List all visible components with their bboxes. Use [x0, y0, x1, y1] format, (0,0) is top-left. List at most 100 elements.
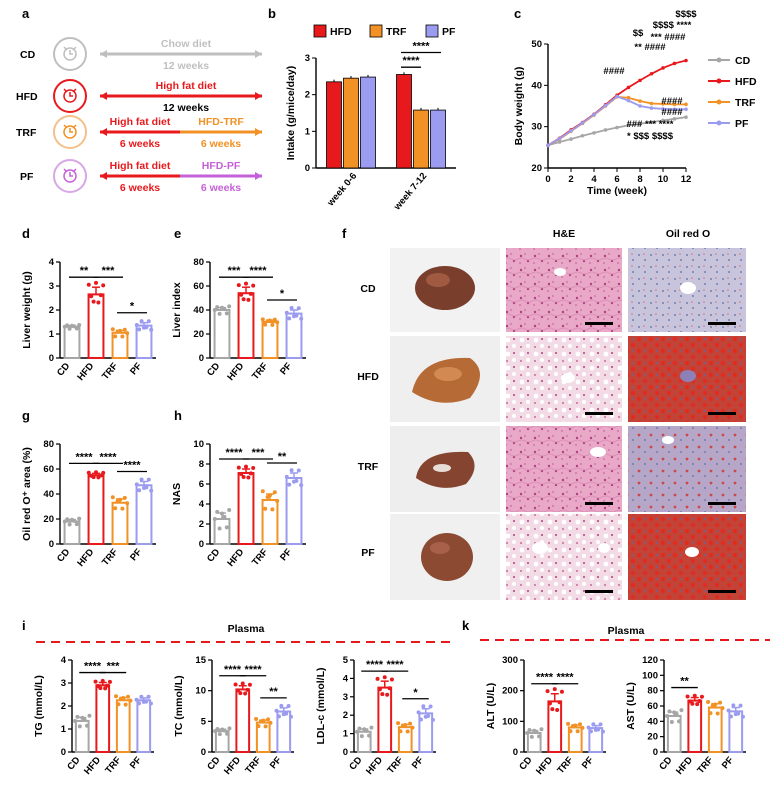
data-point [241, 475, 246, 480]
data-point [284, 310, 289, 315]
data-point [98, 473, 103, 478]
y-tick-label: 40 [647, 716, 658, 727]
data-point [98, 686, 103, 691]
y-tick-label: 8 [199, 459, 204, 470]
data-point [367, 733, 372, 738]
series-point [672, 61, 677, 66]
data-point [144, 325, 149, 330]
data-point [416, 710, 421, 715]
sig-label: ** [80, 265, 89, 277]
legend-marker [716, 120, 722, 126]
y-tick-label: 6 [199, 479, 204, 490]
y-tick-label: 5 [201, 716, 207, 727]
annotation: #### [661, 96, 683, 107]
data-point [224, 525, 229, 530]
data-point [139, 319, 144, 324]
data-point [74, 522, 79, 527]
data-point [113, 334, 118, 339]
y-axis-label: ALT (U/L) [485, 683, 497, 729]
data-point [695, 702, 700, 707]
data-point [227, 726, 232, 731]
data-point [87, 713, 92, 718]
legend-label: HFD [735, 76, 757, 88]
y-tick-label: 1 [343, 729, 349, 740]
annotation: ### *** **** [626, 119, 673, 130]
oil-red-image-hfd [628, 336, 746, 422]
data-point [100, 678, 105, 683]
data-point [403, 722, 408, 727]
data-point [125, 331, 130, 336]
panel-letter-a: a [22, 6, 30, 21]
data-point [215, 509, 220, 514]
data-point [276, 714, 281, 719]
data-point [268, 493, 272, 498]
data-point [586, 725, 591, 730]
row-label-pf: PF [361, 547, 375, 559]
panel-a-schematic: CD Chow diet 12 weeks HFD High fat diet … [16, 37, 262, 194]
y-tick-label: 0 [199, 353, 204, 364]
data-point [149, 488, 154, 493]
data-point [674, 712, 679, 717]
y-axis-label: Intake (g/mice/day) [285, 66, 297, 161]
y-tick-label: 40 [193, 305, 204, 316]
data-point [91, 299, 96, 304]
data-point [251, 465, 256, 470]
x-tick-label: PF [580, 755, 596, 772]
data-point [296, 306, 301, 311]
x-tick-label: PF [268, 755, 284, 772]
data-point [275, 320, 280, 325]
x-tick-label: PF [128, 755, 144, 772]
series-point [672, 102, 677, 107]
data-point [380, 692, 385, 697]
data-point [270, 507, 275, 512]
data-point [103, 686, 108, 691]
bar [430, 109, 446, 169]
x-tick-label: TRF [250, 361, 270, 382]
sig-label: **** [366, 659, 384, 671]
data-point [731, 703, 736, 708]
sig-label: **** [224, 664, 242, 676]
y-tick-label: 20 [193, 329, 204, 340]
series-point [626, 95, 631, 100]
x-tick-label: CD [55, 547, 72, 565]
y-axis-label: Liver weight (g) [21, 271, 33, 349]
data-point [738, 703, 743, 708]
x-tick-label: TRF [555, 755, 575, 776]
plasma-label-i: Plasma [228, 623, 265, 635]
data-point [299, 316, 304, 321]
oil-red-image-pf [628, 514, 746, 600]
data-point [101, 283, 106, 288]
x-tick-label: HFD [82, 755, 103, 777]
y-tick-label: 4 [61, 655, 67, 666]
panel-letter-c: c [514, 6, 521, 21]
data-point [86, 282, 91, 287]
panel-letter-i: i [22, 618, 26, 633]
data-point [120, 506, 125, 511]
panel-letter-d: d [22, 226, 30, 241]
annotation: #### [603, 66, 625, 77]
scale-bar [585, 502, 613, 505]
y-tick-label: 4 [49, 257, 55, 268]
data-point [534, 730, 539, 735]
x-tick-label: TRF [103, 755, 123, 776]
he-image-hfd [506, 336, 622, 422]
sig-label: **** [402, 55, 420, 67]
data-point [568, 729, 573, 734]
data-point [137, 327, 142, 332]
data-point [240, 681, 245, 686]
bar [87, 474, 105, 545]
sig-label: **** [556, 672, 574, 684]
data-point [559, 689, 564, 694]
data-point [382, 675, 387, 680]
data-point [146, 694, 151, 699]
sig-label: **** [75, 451, 93, 463]
panel-letter-e: e [174, 226, 181, 241]
y-tick-label: 5 [343, 655, 349, 666]
x-tick-label: TRF [243, 755, 263, 776]
data-point [217, 732, 222, 737]
data-point [596, 727, 601, 732]
he-image-cd [506, 248, 622, 332]
x-tick-label: 4 [591, 174, 597, 185]
data-point [125, 501, 130, 506]
data-point [72, 518, 77, 523]
